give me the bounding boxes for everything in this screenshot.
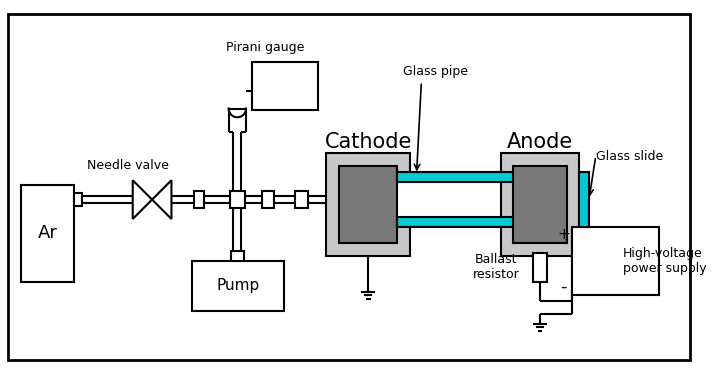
Polygon shape [152,180,171,219]
Text: -: - [561,278,567,296]
Text: +: + [557,227,570,242]
Bar [252,62,318,110]
Text: Glass slide: Glass slide [595,150,663,162]
Bar [397,217,513,227]
Bar [261,191,274,208]
Bar [295,191,308,208]
Text: Ballast
resistor: Ballast resistor [473,254,520,281]
Bar [194,191,204,208]
Text: Anode: Anode [507,132,573,153]
Text: Needle valve: Needle valve [87,159,168,172]
Bar [580,172,589,227]
Text: Glass pipe: Glass pipe [403,65,469,78]
Bar [572,227,659,295]
Text: Cathode: Cathode [325,132,412,153]
Bar [534,253,546,282]
Bar [397,172,513,182]
Bar [230,191,245,208]
Bar [501,153,580,256]
Bar [230,251,244,261]
Bar [339,166,397,243]
Text: Ar: Ar [37,224,58,242]
Bar [326,153,410,256]
Bar [192,261,284,311]
Bar [513,166,567,243]
Text: High-voltage
power supply: High-voltage power supply [623,246,706,275]
Bar [397,182,513,217]
Text: Pirani gauge: Pirani gauge [226,41,305,54]
Polygon shape [132,180,152,219]
Bar [22,185,73,282]
Bar [73,193,82,206]
Text: Pump: Pump [216,278,259,293]
